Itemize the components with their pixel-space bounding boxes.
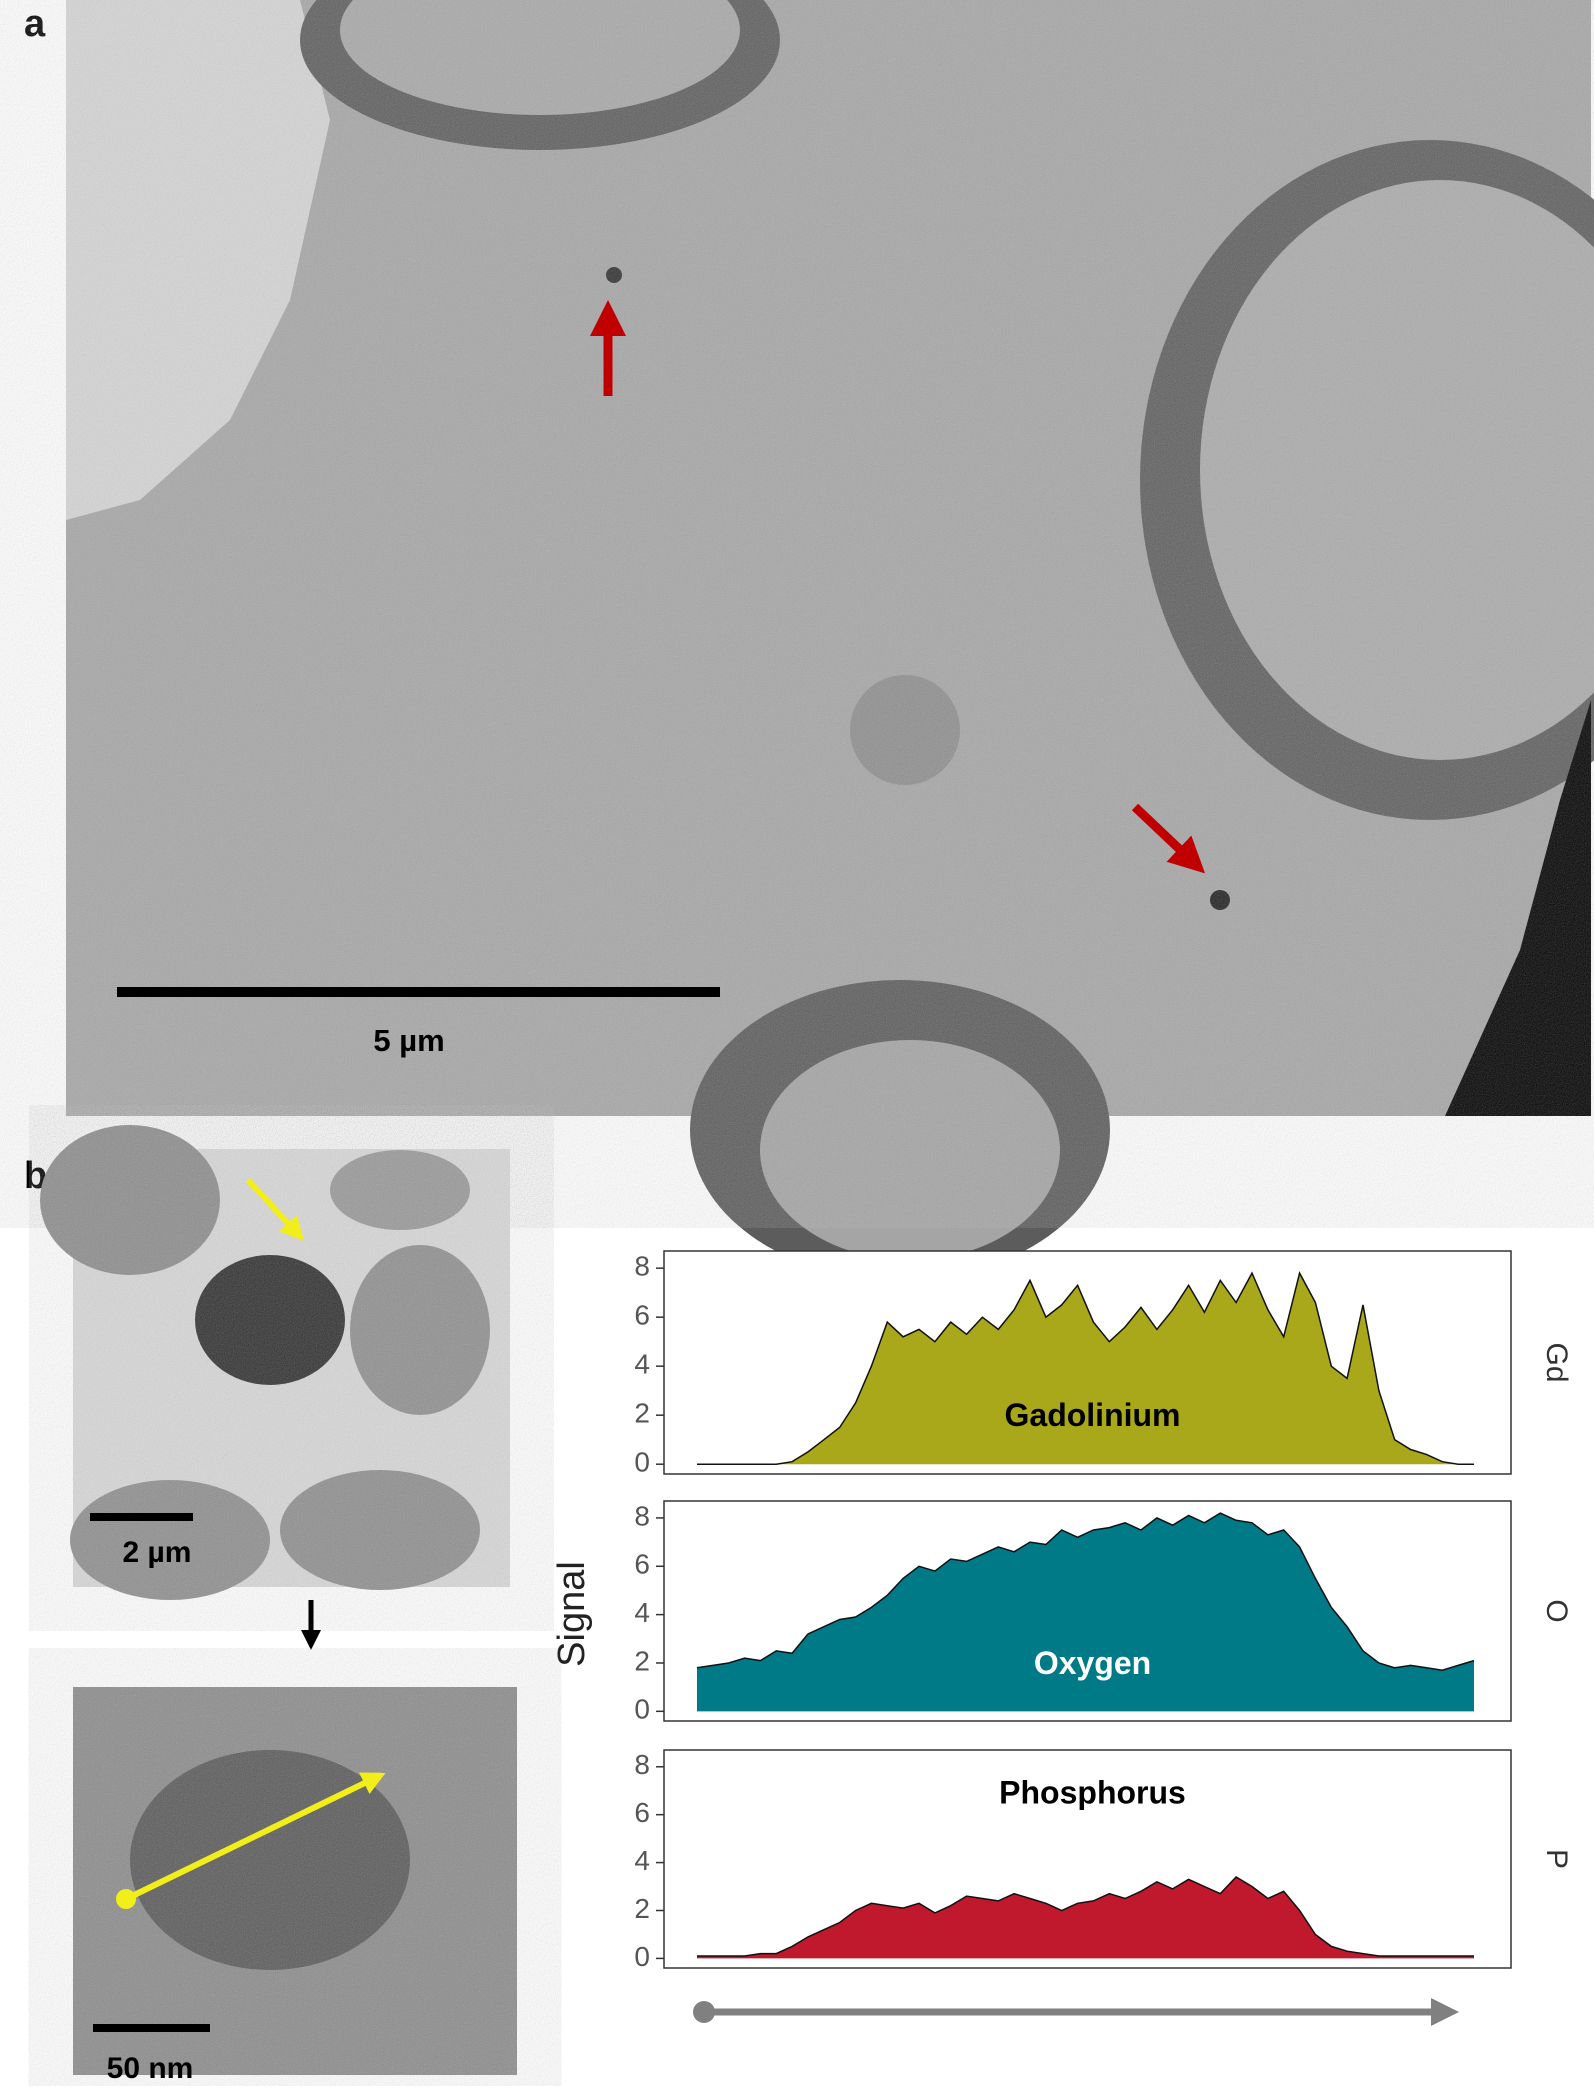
y-tick-label: 8: [634, 1500, 650, 1531]
panel-label: a: [24, 3, 46, 45]
area-outline: [697, 1271, 1474, 1465]
y-tick-label: 2: [634, 1398, 650, 1429]
series-label: Phosphorus: [999, 1774, 1186, 1810]
y-tick-label: 6: [634, 1797, 650, 1828]
y-tick-label: 2: [634, 1893, 650, 1924]
y-tick-label: 0: [634, 1694, 650, 1725]
micrograph-b-top: [40, 1125, 510, 1600]
y-axis-title: Signal: [551, 1561, 593, 1667]
y-tick-label: 0: [634, 1447, 650, 1478]
area-outline: [696, 1512, 1475, 1671]
y-tick-label: 8: [634, 1749, 650, 1780]
scan-start: [693, 2001, 715, 2023]
scale-label: 50 nm: [107, 2052, 194, 2085]
y-tick-label: 0: [634, 1941, 650, 1972]
facet-label: Gd: [1540, 1342, 1573, 1382]
y-tick-label: 6: [634, 1549, 650, 1580]
series-label: Gadolinium: [1005, 1397, 1181, 1433]
area: [697, 1877, 1474, 1959]
facet-label: P: [1540, 1849, 1573, 1869]
y-tick-label: 6: [634, 1300, 650, 1331]
y-tick-label: 2: [634, 1645, 650, 1676]
series-label: Oxygen: [1034, 1645, 1151, 1681]
y-tick-label: 4: [634, 1845, 650, 1876]
micrograph-b-bottom: [73, 1687, 517, 2075]
y-tick-label: 8: [634, 1251, 650, 1282]
y-tick-label: 4: [634, 1597, 650, 1628]
micrograph-a: [66, 0, 1594, 1280]
area: [697, 1513, 1474, 1712]
facet-label: O: [1540, 1599, 1573, 1622]
scale-label: 2 µm: [123, 1536, 192, 1569]
area: [697, 1273, 1474, 1465]
panel-label: b: [24, 1155, 47, 1197]
y-tick-label: 4: [634, 1349, 650, 1380]
scale-label: 5 µm: [373, 1023, 444, 1058]
area-outline: [697, 1876, 1474, 1957]
